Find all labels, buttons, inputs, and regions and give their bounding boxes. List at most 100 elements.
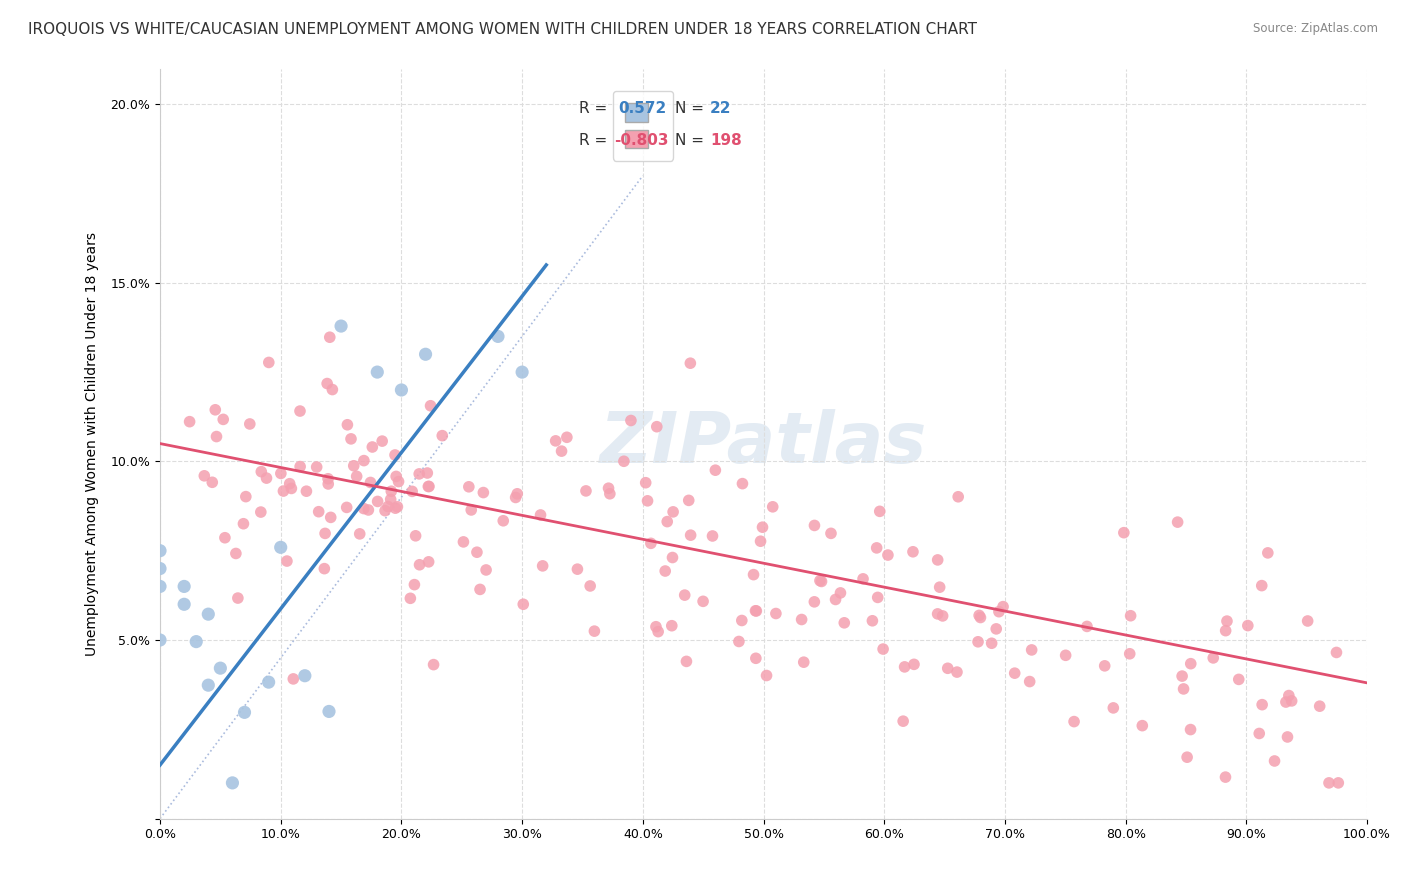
Point xyxy=(212,412,235,426)
Point xyxy=(405,529,427,543)
Point xyxy=(1018,674,1040,689)
Point xyxy=(1180,657,1202,671)
Point xyxy=(486,329,509,343)
Point xyxy=(465,545,488,559)
Point xyxy=(903,657,925,672)
Point xyxy=(1257,546,1279,560)
Point xyxy=(679,356,702,370)
Point xyxy=(731,614,754,628)
Point xyxy=(221,776,243,790)
Text: ZIPatlas: ZIPatlas xyxy=(600,409,927,478)
Point xyxy=(1076,619,1098,633)
Point xyxy=(197,678,219,692)
Point xyxy=(366,365,388,379)
Point xyxy=(1317,776,1340,790)
Point xyxy=(250,505,273,519)
Point xyxy=(1167,515,1189,529)
Point xyxy=(319,510,342,524)
Point xyxy=(852,572,875,586)
Point xyxy=(1296,614,1319,628)
Point xyxy=(731,476,754,491)
Point xyxy=(316,472,339,486)
Point xyxy=(531,558,554,573)
Point xyxy=(506,487,529,501)
Point xyxy=(869,504,891,518)
Point xyxy=(832,615,855,630)
Point xyxy=(762,500,785,514)
Point xyxy=(336,500,359,515)
Point xyxy=(755,668,778,682)
Point xyxy=(250,465,273,479)
Point xyxy=(1175,750,1198,764)
Point xyxy=(308,505,330,519)
Point xyxy=(353,453,375,467)
Point xyxy=(967,634,990,648)
Point xyxy=(1250,579,1272,593)
Point xyxy=(1171,669,1194,683)
Point xyxy=(371,434,394,449)
Point xyxy=(662,505,685,519)
Point xyxy=(640,536,662,550)
Point xyxy=(1215,770,1237,784)
Point xyxy=(745,604,768,618)
Point xyxy=(330,319,353,334)
Point xyxy=(830,586,852,600)
Point xyxy=(1327,776,1350,790)
Point xyxy=(173,597,195,611)
Text: R =: R = xyxy=(579,133,607,147)
Point xyxy=(987,605,1010,619)
Point xyxy=(1102,701,1125,715)
Point xyxy=(980,636,1002,650)
Point xyxy=(820,526,842,541)
Point xyxy=(893,660,915,674)
Point xyxy=(1094,658,1116,673)
Point xyxy=(599,487,621,501)
Point xyxy=(193,468,215,483)
Point xyxy=(529,508,551,522)
Point xyxy=(1309,699,1331,714)
Point xyxy=(149,561,172,575)
Point xyxy=(877,548,900,562)
Point xyxy=(316,477,339,491)
Point xyxy=(404,577,426,591)
Point xyxy=(675,654,697,668)
Point xyxy=(468,582,491,597)
Point xyxy=(512,597,534,611)
Y-axis label: Unemployment Among Women with Children Under 18 years: Unemployment Among Women with Children U… xyxy=(86,232,100,656)
Point xyxy=(278,476,301,491)
Point xyxy=(679,528,702,542)
Point xyxy=(661,618,683,632)
Point xyxy=(283,672,305,686)
Point xyxy=(197,607,219,622)
Point xyxy=(340,432,363,446)
Point xyxy=(1202,651,1225,665)
Point xyxy=(374,504,396,518)
Point xyxy=(257,355,280,369)
Point xyxy=(391,383,413,397)
Point xyxy=(316,376,339,391)
Point xyxy=(276,554,298,568)
Point xyxy=(384,448,406,462)
Point xyxy=(457,480,479,494)
Text: Source: ZipAtlas.com: Source: ZipAtlas.com xyxy=(1253,22,1378,36)
Point xyxy=(654,564,676,578)
Point xyxy=(343,458,366,473)
Point xyxy=(1215,624,1237,638)
Point xyxy=(613,454,636,468)
Point xyxy=(1054,648,1077,663)
Point xyxy=(598,481,620,495)
Point xyxy=(353,501,375,516)
Point xyxy=(749,534,772,549)
Point xyxy=(149,632,172,647)
Point xyxy=(256,471,278,485)
Point xyxy=(1119,647,1142,661)
Point xyxy=(273,484,295,499)
Text: R =: R = xyxy=(579,102,607,116)
Point xyxy=(1112,525,1135,540)
Point xyxy=(967,608,990,623)
Point xyxy=(179,415,201,429)
Point xyxy=(928,580,950,594)
Point xyxy=(233,706,256,720)
Point xyxy=(472,485,495,500)
Point xyxy=(205,429,228,443)
